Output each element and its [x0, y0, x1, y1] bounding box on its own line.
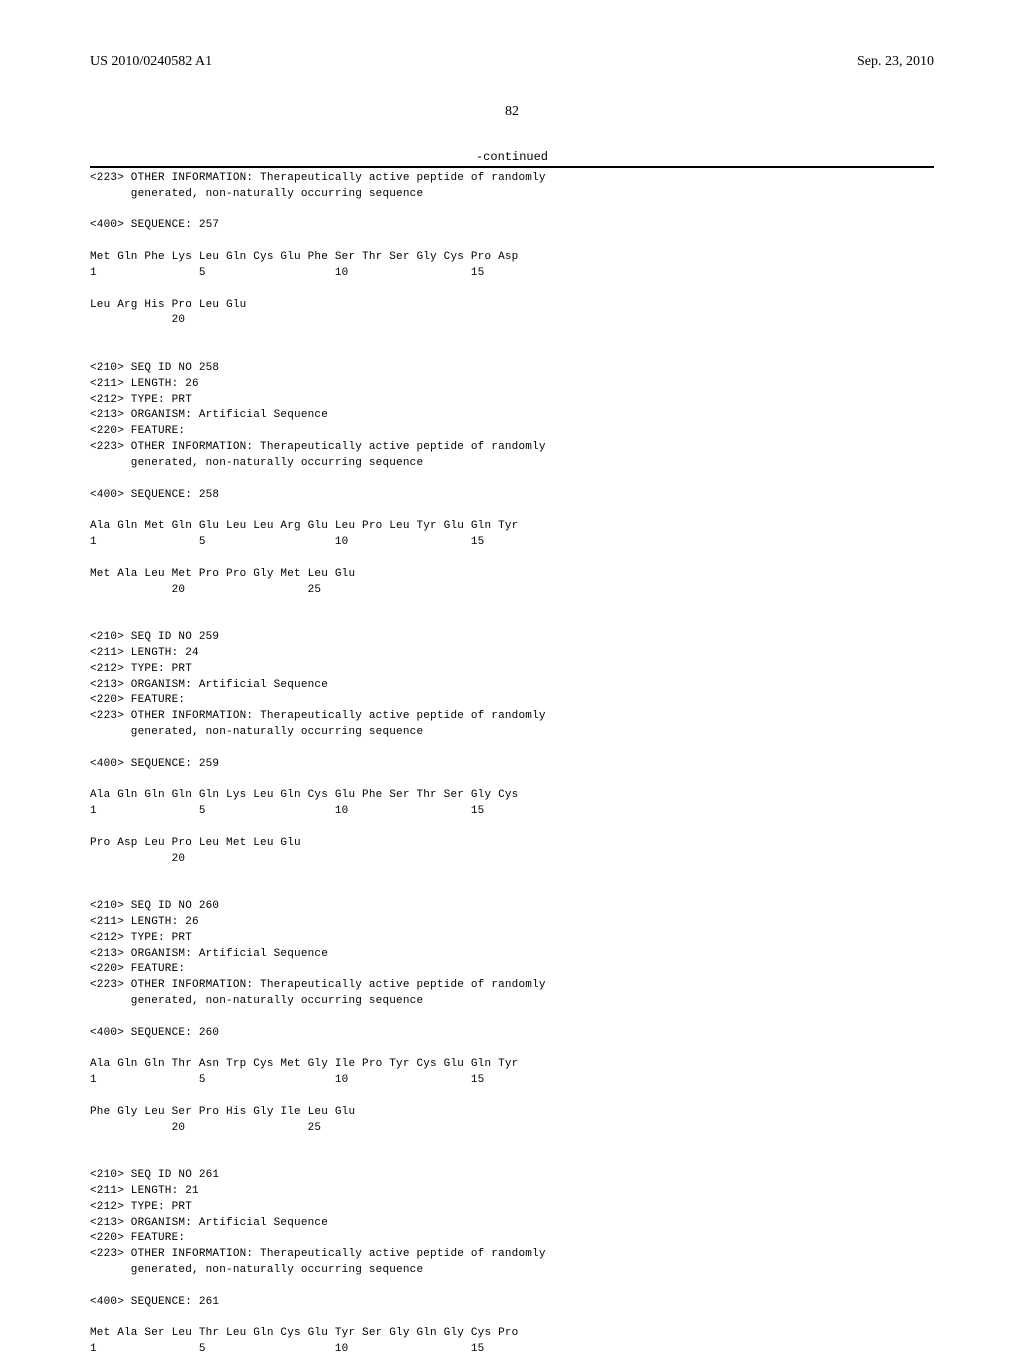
top-rule	[90, 166, 934, 168]
continued-label: -continued	[90, 150, 934, 164]
header-row: US 2010/0240582 A1 Sep. 23, 2010	[90, 54, 934, 70]
header-left: US 2010/0240582 A1	[90, 54, 212, 70]
sequence-listing: <223> OTHER INFORMATION: Therapeutically…	[90, 171, 934, 1358]
page: US 2010/0240582 A1 Sep. 23, 2010 82 -con…	[0, 0, 1024, 1320]
page-number: 82	[90, 104, 934, 120]
header-right: Sep. 23, 2010	[857, 54, 934, 70]
